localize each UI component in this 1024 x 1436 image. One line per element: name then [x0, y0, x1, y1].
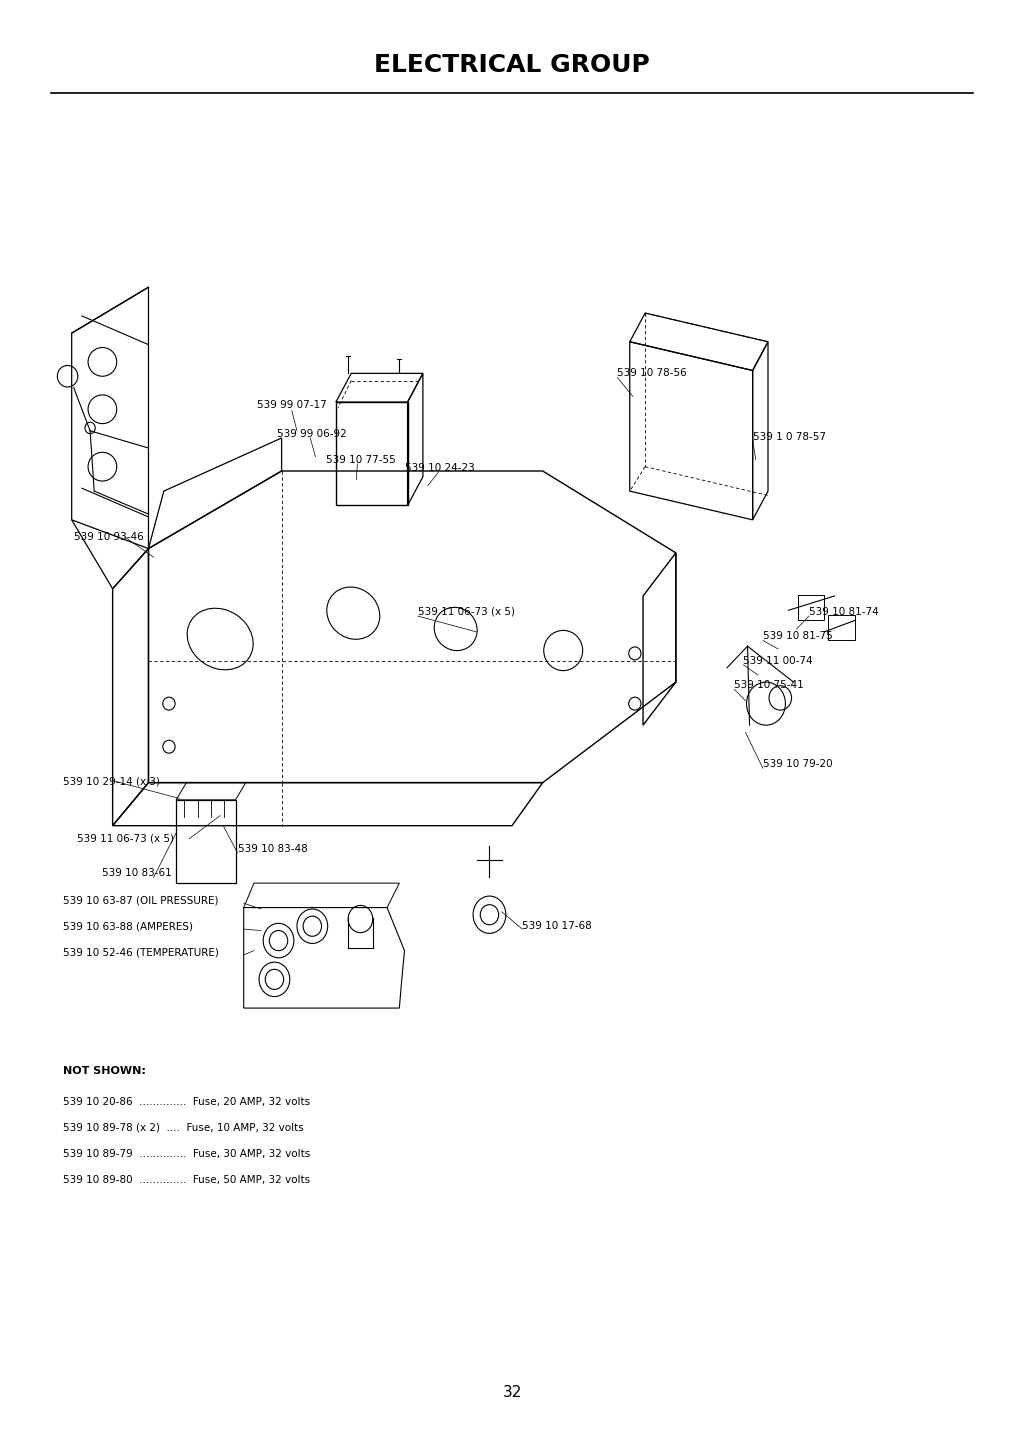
Text: 539 10 75-41: 539 10 75-41 — [734, 681, 804, 689]
Text: 539 10 89-78 (x 2)  ....  Fuse, 10 AMP, 32 volts: 539 10 89-78 (x 2) .... Fuse, 10 AMP, 32… — [63, 1123, 304, 1133]
Text: 539 10 29-14 (x 3): 539 10 29-14 (x 3) — [63, 777, 161, 785]
Text: 539 10 83-61: 539 10 83-61 — [102, 869, 172, 877]
Text: NOT SHOWN:: NOT SHOWN: — [63, 1066, 146, 1076]
Text: 539 10 93-46: 539 10 93-46 — [74, 533, 143, 541]
Text: 539 10 83-48: 539 10 83-48 — [238, 844, 307, 853]
Text: 539 11 06-73 (x 5): 539 11 06-73 (x 5) — [418, 607, 515, 616]
Text: 539 1 0 78-57: 539 1 0 78-57 — [753, 432, 825, 441]
Text: 539 10 81-75: 539 10 81-75 — [763, 632, 833, 640]
Text: 539 10 78-56: 539 10 78-56 — [617, 369, 687, 378]
Text: 32: 32 — [503, 1386, 521, 1400]
Text: 539 10 89-80  ..............  Fuse, 50 AMP, 32 volts: 539 10 89-80 .............. Fuse, 50 AMP… — [63, 1175, 310, 1185]
Text: 539 10 63-88 (AMPERES): 539 10 63-88 (AMPERES) — [63, 922, 194, 931]
Text: 539 10 52-46 (TEMPERATURE): 539 10 52-46 (TEMPERATURE) — [63, 948, 219, 956]
Text: 539 10 79-20: 539 10 79-20 — [763, 760, 833, 768]
Text: 539 99 06-92: 539 99 06-92 — [278, 429, 347, 438]
Text: 539 10 81-74: 539 10 81-74 — [809, 607, 879, 616]
Text: 539 99 07-17: 539 99 07-17 — [257, 401, 327, 409]
Text: 539 10 89-79  ..............  Fuse, 30 AMP, 32 volts: 539 10 89-79 .............. Fuse, 30 AMP… — [63, 1149, 310, 1159]
Text: 539 10 20-86  ..............  Fuse, 20 AMP, 32 volts: 539 10 20-86 .............. Fuse, 20 AMP… — [63, 1097, 310, 1107]
Text: 539 11 00-74: 539 11 00-74 — [743, 656, 813, 665]
Text: 539 10 77-55: 539 10 77-55 — [326, 455, 395, 464]
Text: 539 10 63-87 (OIL PRESSURE): 539 10 63-87 (OIL PRESSURE) — [63, 896, 219, 905]
Text: 539 10 17-68: 539 10 17-68 — [522, 922, 592, 931]
Bar — [828, 615, 855, 640]
Text: 539 11 06-73 (x 5): 539 11 06-73 (x 5) — [77, 834, 174, 843]
Text: ELECTRICAL GROUP: ELECTRICAL GROUP — [374, 53, 650, 76]
Text: 539 10 24-23: 539 10 24-23 — [406, 464, 475, 472]
Bar — [798, 595, 824, 620]
